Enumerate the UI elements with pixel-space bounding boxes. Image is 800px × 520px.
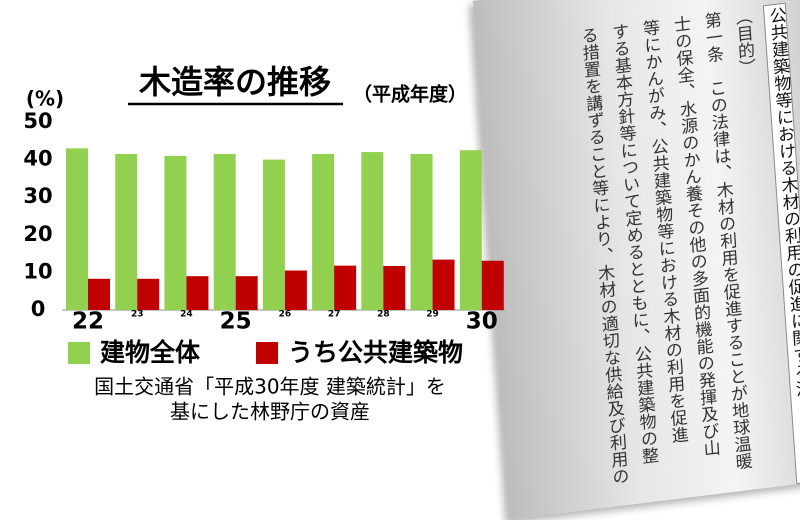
x-tick-label: 22 — [72, 309, 104, 335]
x-tick-label: 25 — [220, 309, 252, 335]
y-tick-label: 50 — [23, 109, 52, 133]
x-tick-label: 23 — [131, 310, 144, 320]
legend-swatch — [68, 342, 90, 364]
legend-swatch — [256, 342, 278, 364]
page: 公共建築物等における木材の利用の促進に関する法 （目的） 第一条 この法律は、木材の… — [23, 0, 800, 520]
bar — [383, 266, 406, 310]
x-tick-label: 28 — [377, 310, 390, 320]
y-tick-label: 0 — [31, 297, 46, 321]
bar — [115, 153, 138, 310]
y-tick-label: 10 — [23, 259, 52, 283]
bar — [137, 278, 160, 310]
bar — [164, 155, 187, 310]
chart-subtitle: （平成年度） — [353, 83, 467, 106]
x-tick-label: 24 — [180, 310, 193, 320]
y-tick-label: 30 — [23, 184, 52, 208]
law-document: 公共建築物等における木材の利用の促進に関する法 （目的） 第一条 この法律は、木材の… — [472, 0, 800, 520]
x-tick-label: 30 — [466, 309, 498, 335]
source-note: 基にした林野庁の資産 — [170, 400, 370, 424]
bar — [66, 148, 88, 310]
x-tick-label: 26 — [279, 310, 292, 320]
bar — [262, 159, 285, 310]
bar — [186, 276, 209, 310]
bar — [235, 276, 258, 310]
chart-title: 木造率の推移 — [138, 63, 331, 101]
y-tick-label: 20 — [23, 222, 52, 246]
legend-label: 建物全体 — [100, 338, 201, 367]
bar — [88, 278, 110, 310]
chart: 木造率の推移 （平成年度） (%) 0 10 20 30 40 50 22 23 24 25 26 2… — [23, 63, 505, 424]
bar — [410, 153, 433, 310]
legend-label: うち公共建築物 — [288, 338, 463, 367]
bar — [459, 150, 482, 310]
bar — [481, 260, 504, 310]
bar — [432, 259, 455, 310]
y-tick-label: 40 — [23, 147, 52, 171]
x-tick-label: 29 — [426, 310, 439, 320]
bar — [334, 265, 357, 310]
bar — [284, 270, 307, 310]
x-tick-label: 27 — [328, 310, 341, 320]
y-unit: (%) — [26, 87, 64, 111]
bar — [312, 153, 335, 310]
source-note: 国土交通省「平成30年度 建築統計」を — [94, 375, 446, 399]
bar — [361, 152, 384, 310]
bar — [213, 153, 236, 310]
